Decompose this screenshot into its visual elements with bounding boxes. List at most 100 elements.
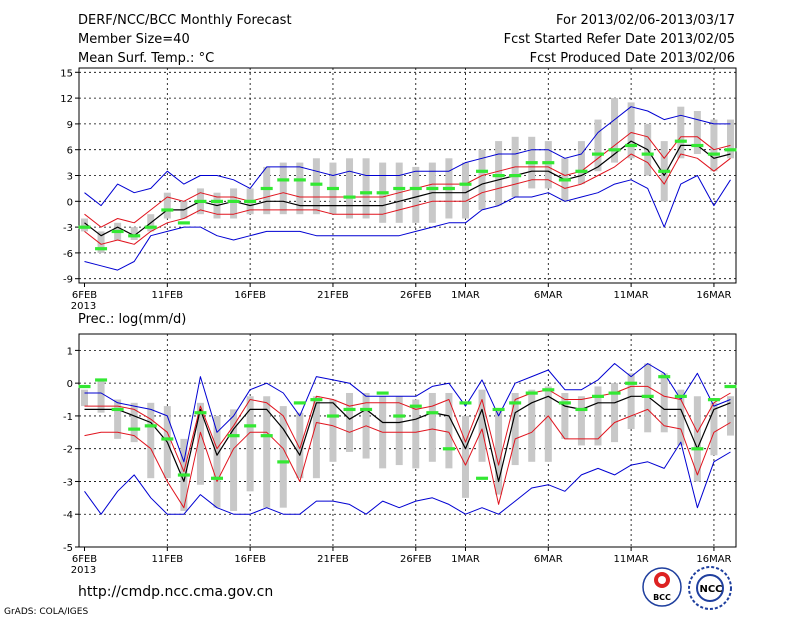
temp-observed-marker xyxy=(691,143,704,148)
temp-x-tick-label: 16FEB xyxy=(234,290,266,301)
temp-y-tick-label: -3 xyxy=(63,223,73,234)
precip-ensemble-range-box xyxy=(412,399,420,469)
bcc-logo-text: BCC xyxy=(653,593,671,602)
precip-ensemble-range-box xyxy=(544,386,552,462)
temp-ensemble-range-box xyxy=(677,106,685,159)
temp-observed-marker xyxy=(95,247,108,251)
temp-observed-marker xyxy=(625,143,638,148)
precip-observed-marker xyxy=(393,414,406,418)
precip-upper-line xyxy=(84,385,731,473)
precip-min-line xyxy=(84,441,731,515)
temp-ensemble-range-box xyxy=(727,119,734,159)
precip-ensemble-range-box xyxy=(230,409,238,511)
temp-observed-marker xyxy=(426,186,439,191)
precip-ensemble-range-box xyxy=(693,396,701,482)
temp-observed-marker xyxy=(260,186,273,191)
precip-observed-marker xyxy=(641,394,654,398)
precip-observed-marker xyxy=(227,434,240,438)
precip-ensemble-range-box xyxy=(660,373,668,433)
precip-max-line xyxy=(84,363,731,463)
precip-observed-marker xyxy=(310,398,323,402)
temp-y-tick-label: 12 xyxy=(60,94,73,105)
temp-observed-marker xyxy=(707,152,720,156)
precip-observed-marker xyxy=(326,414,339,418)
precip-x-tick-label: 6FEB xyxy=(72,554,97,565)
precip-y-tick-label: -2 xyxy=(63,445,73,456)
temp-x-tick-label: 21FEB xyxy=(317,290,349,301)
temp-x-tick-label: 11FEB xyxy=(151,290,183,301)
precip-ensemble-range-box xyxy=(395,396,403,466)
precip-ensemble-range-box xyxy=(346,392,354,452)
temp-x-tick-label: 6MAR xyxy=(534,290,563,301)
temp-observed-marker xyxy=(194,199,207,203)
temp-mean-line xyxy=(84,140,731,237)
grads-credit: GrADS: COLA/IGES xyxy=(4,607,88,617)
temp-ensemble-range-box xyxy=(81,218,88,232)
temp-ensemble-range-box xyxy=(544,141,552,189)
temp-x-tick-label: 16MAR xyxy=(696,290,731,301)
precip-plot-frame xyxy=(78,333,737,548)
precip-observed-marker xyxy=(78,384,91,389)
temp-ensemble-range-box xyxy=(461,162,469,219)
temp-observed-marker xyxy=(558,178,571,182)
precip-observed-marker xyxy=(442,447,455,451)
precip-observed-marker xyxy=(177,473,190,477)
temp-observed-marker xyxy=(525,161,538,165)
precip-ensemble-range-box xyxy=(246,396,254,492)
temp-ensemble-range-box xyxy=(611,98,619,163)
temp-ensemble-range-box xyxy=(279,162,287,215)
temp-x-tick-label: 1MAR xyxy=(451,290,480,301)
temp-observed-marker xyxy=(476,169,489,173)
temp-observed-marker xyxy=(244,199,257,203)
temp-max-line xyxy=(84,106,731,207)
precip-observed-marker xyxy=(128,427,141,431)
temp-ensemble-range-box xyxy=(710,119,718,172)
temp-observed-marker xyxy=(641,152,654,156)
precip-mean-line xyxy=(84,395,731,483)
precip-observed-marker xyxy=(674,394,687,398)
precip-lower-line xyxy=(84,408,731,509)
temp-ensemble-range-box xyxy=(693,111,701,154)
temp-observed-marker xyxy=(343,195,356,199)
precip-observed-marker xyxy=(542,388,555,392)
precip-x-tick-label: 16MAR xyxy=(696,554,731,565)
precip-ensemble-range-box xyxy=(445,392,453,469)
temp-plot-frame xyxy=(78,67,737,284)
precip-y-tick-label: -3 xyxy=(63,477,73,488)
precip-ensemble-range-box xyxy=(296,412,304,479)
ncc-logo-text: NCC xyxy=(699,584,722,595)
precip-ensemble-range-box xyxy=(528,389,536,462)
precip-observed-marker xyxy=(724,384,737,389)
temp-y-tick-label: 3 xyxy=(67,172,73,183)
precip-ensemble-range-box xyxy=(611,383,619,443)
temp-observed-marker xyxy=(111,229,124,234)
temp-observed-marker xyxy=(211,199,224,203)
precip-observed-marker xyxy=(343,407,356,412)
precip-y-tick-label: -1 xyxy=(63,412,73,423)
temp-observed-marker xyxy=(360,191,373,195)
precip-ensemble-range-box xyxy=(81,389,88,407)
precip-observed-marker xyxy=(161,437,174,441)
precip-ensemble-range-box xyxy=(495,409,503,495)
temp-ensemble-range-box xyxy=(130,227,138,240)
precip-ensemble-range-box xyxy=(577,396,585,446)
temp-lower-line xyxy=(84,153,731,245)
temp-observed-marker xyxy=(542,161,555,165)
precip-observed-marker xyxy=(707,398,720,402)
temp-y-tick-label: 15 xyxy=(60,68,73,79)
temp-observed-marker xyxy=(376,191,389,195)
forecast-started-date: Fcst Started Refer Date 2013/02/05 xyxy=(504,32,735,47)
precip-observed-marker xyxy=(476,476,489,480)
precip-observed-marker xyxy=(95,378,108,382)
temp-observed-marker xyxy=(293,178,306,182)
temp-ensemble-range-box xyxy=(412,166,420,223)
temp-ensemble-range-box xyxy=(627,102,635,159)
temp-observed-marker xyxy=(310,182,323,186)
precip-x-tick-label: 16FEB xyxy=(234,554,266,565)
temp-x-tick-label: 11MAR xyxy=(614,290,649,301)
precip-observed-marker xyxy=(144,424,157,428)
temp-ensemble-range-box xyxy=(163,192,171,219)
precip-observed-marker xyxy=(459,401,472,405)
